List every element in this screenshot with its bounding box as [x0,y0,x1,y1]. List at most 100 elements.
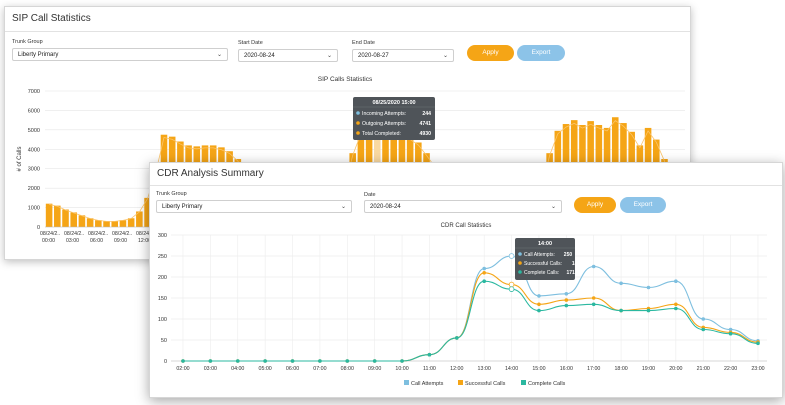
x-tick-label: 08/24/2.. [136,231,156,237]
legend-swatch [404,380,409,385]
legend-label: Complete Calls [528,381,566,387]
x-tick-label: 15:00 [532,366,545,372]
tooltip-marker [356,131,360,135]
y-tick-label: 150 [158,296,167,302]
tooltip-label: Outgoing Attempts: [362,121,406,127]
data-point [208,359,213,363]
x-tick-label: 08/24/2.. [112,231,132,237]
tooltip-marker [356,121,360,125]
cdr-trunk-group-select[interactable]: Liberty Primary ⌄ [156,200,352,213]
bar [111,221,119,227]
y-axis-label: # of Calls [17,146,23,171]
data-point [756,341,760,346]
start-date-select[interactable]: 2020-08-24 ⌄ [238,49,338,62]
x-tick-label: 10:00 [395,366,408,372]
bar [127,218,135,227]
x-tick-label: 16:00 [560,366,573,372]
y-tick-label: 1000 [28,206,40,212]
y-tick-label: 7000 [28,89,40,95]
y-tick-label: 0 [37,225,40,231]
x-tick-label: 02:00 [176,366,189,372]
x-tick-label: 21:00 [697,366,710,372]
tooltip-title: 14:00 [538,241,552,247]
cdr-title: CDR Analysis Summary [157,168,264,179]
tooltip-value: 250 [564,252,573,258]
legend-label: Call Attempts [411,381,444,387]
x-tick-label: 03:00 [66,238,79,244]
x-tick-label: 08:00 [341,366,354,372]
export-button[interactable]: Export [517,45,565,61]
y-tick-label: 100 [158,317,167,323]
page-title: SIP Call Statistics [12,13,91,24]
x-tick-label: 20:00 [669,366,682,372]
data-point [455,336,459,340]
tooltip-label: Call Attempts: [524,252,555,258]
apply-button[interactable]: Apply [467,45,514,61]
tooltip-box [515,238,575,280]
legend-swatch [458,380,463,385]
data-point [646,308,651,313]
data-point [674,302,678,307]
x-tick-label: 08/24/2.. [64,231,84,237]
end-date-select[interactable]: 2020-08-27 ⌄ [352,49,454,62]
x-tick-label: 06:00 [90,238,103,244]
chevron-down-icon: ⌄ [550,204,556,210]
cdr-date-select[interactable]: 2020-08-24 ⌄ [364,200,562,213]
x-tick-label: 14:00 [505,366,518,372]
start-date-label: Start Date [238,40,263,46]
tooltip-value: 244 [422,111,431,117]
x-tick-label: 12:00 [450,366,463,372]
x-tick-label: 05:00 [259,366,272,372]
y-tick-label: 200 [158,275,167,281]
x-tick-label: 07:00 [313,366,326,372]
tooltip-marker [356,111,360,115]
chevron-down-icon: ⌄ [326,53,332,59]
bar [95,220,102,227]
cdr-apply-button[interactable]: Apply [574,197,616,213]
tooltip-marker [518,270,522,274]
y-tick-label: 0 [164,359,167,365]
data-point [619,308,623,313]
series-line [183,272,759,362]
legend-label: Successful Calls [465,381,506,387]
data-point [263,359,267,363]
cdr-call-chart: CDR Call Statistics 0 50 100 150 200 250 300 02:… [158,223,767,387]
x-tick-label: 06:00 [286,366,299,372]
data-point [701,327,706,332]
data-point [674,306,678,311]
end-date-label: End Date [352,40,375,46]
x-tick-label: 08/24/2.. [88,231,108,237]
cdr-export-button[interactable]: Export [620,197,666,213]
bar [103,221,110,227]
data-point [537,302,541,307]
data-point [728,331,733,336]
data-point [619,281,623,286]
bar [86,218,94,227]
data-point [235,359,240,363]
bar [144,197,151,227]
chart-title: CDR Call Statistics [441,223,492,229]
data-point [318,359,322,363]
data-point [508,253,515,259]
start-date-value: 2020-08-24 [244,53,275,59]
trunk-group-value: Liberty Primary [18,52,59,58]
y-tick-label: 300 [158,233,167,239]
x-tick-label: 22:00 [724,366,737,372]
tooltip-value: 171 [567,270,576,276]
data-point [591,264,596,269]
chevron-down-icon: ⌄ [340,204,346,210]
x-tick-label: 04:00 [231,366,244,372]
tooltip-value: 4930 [419,131,431,137]
tooltip-label: Incoming Attempts: [362,111,406,117]
data-point [290,359,295,363]
data-point [482,266,486,271]
x-tick-label: 09:00 [114,238,127,244]
trunk-group-select[interactable]: Liberty Primary ⌄ [12,48,228,61]
bar [136,211,143,227]
x-tick-label: 09:00 [368,366,381,372]
data-point [564,303,569,308]
data-point [564,292,569,296]
data-point [564,298,569,302]
x-tick-label: 19:00 [642,366,655,372]
data-point [482,270,486,275]
